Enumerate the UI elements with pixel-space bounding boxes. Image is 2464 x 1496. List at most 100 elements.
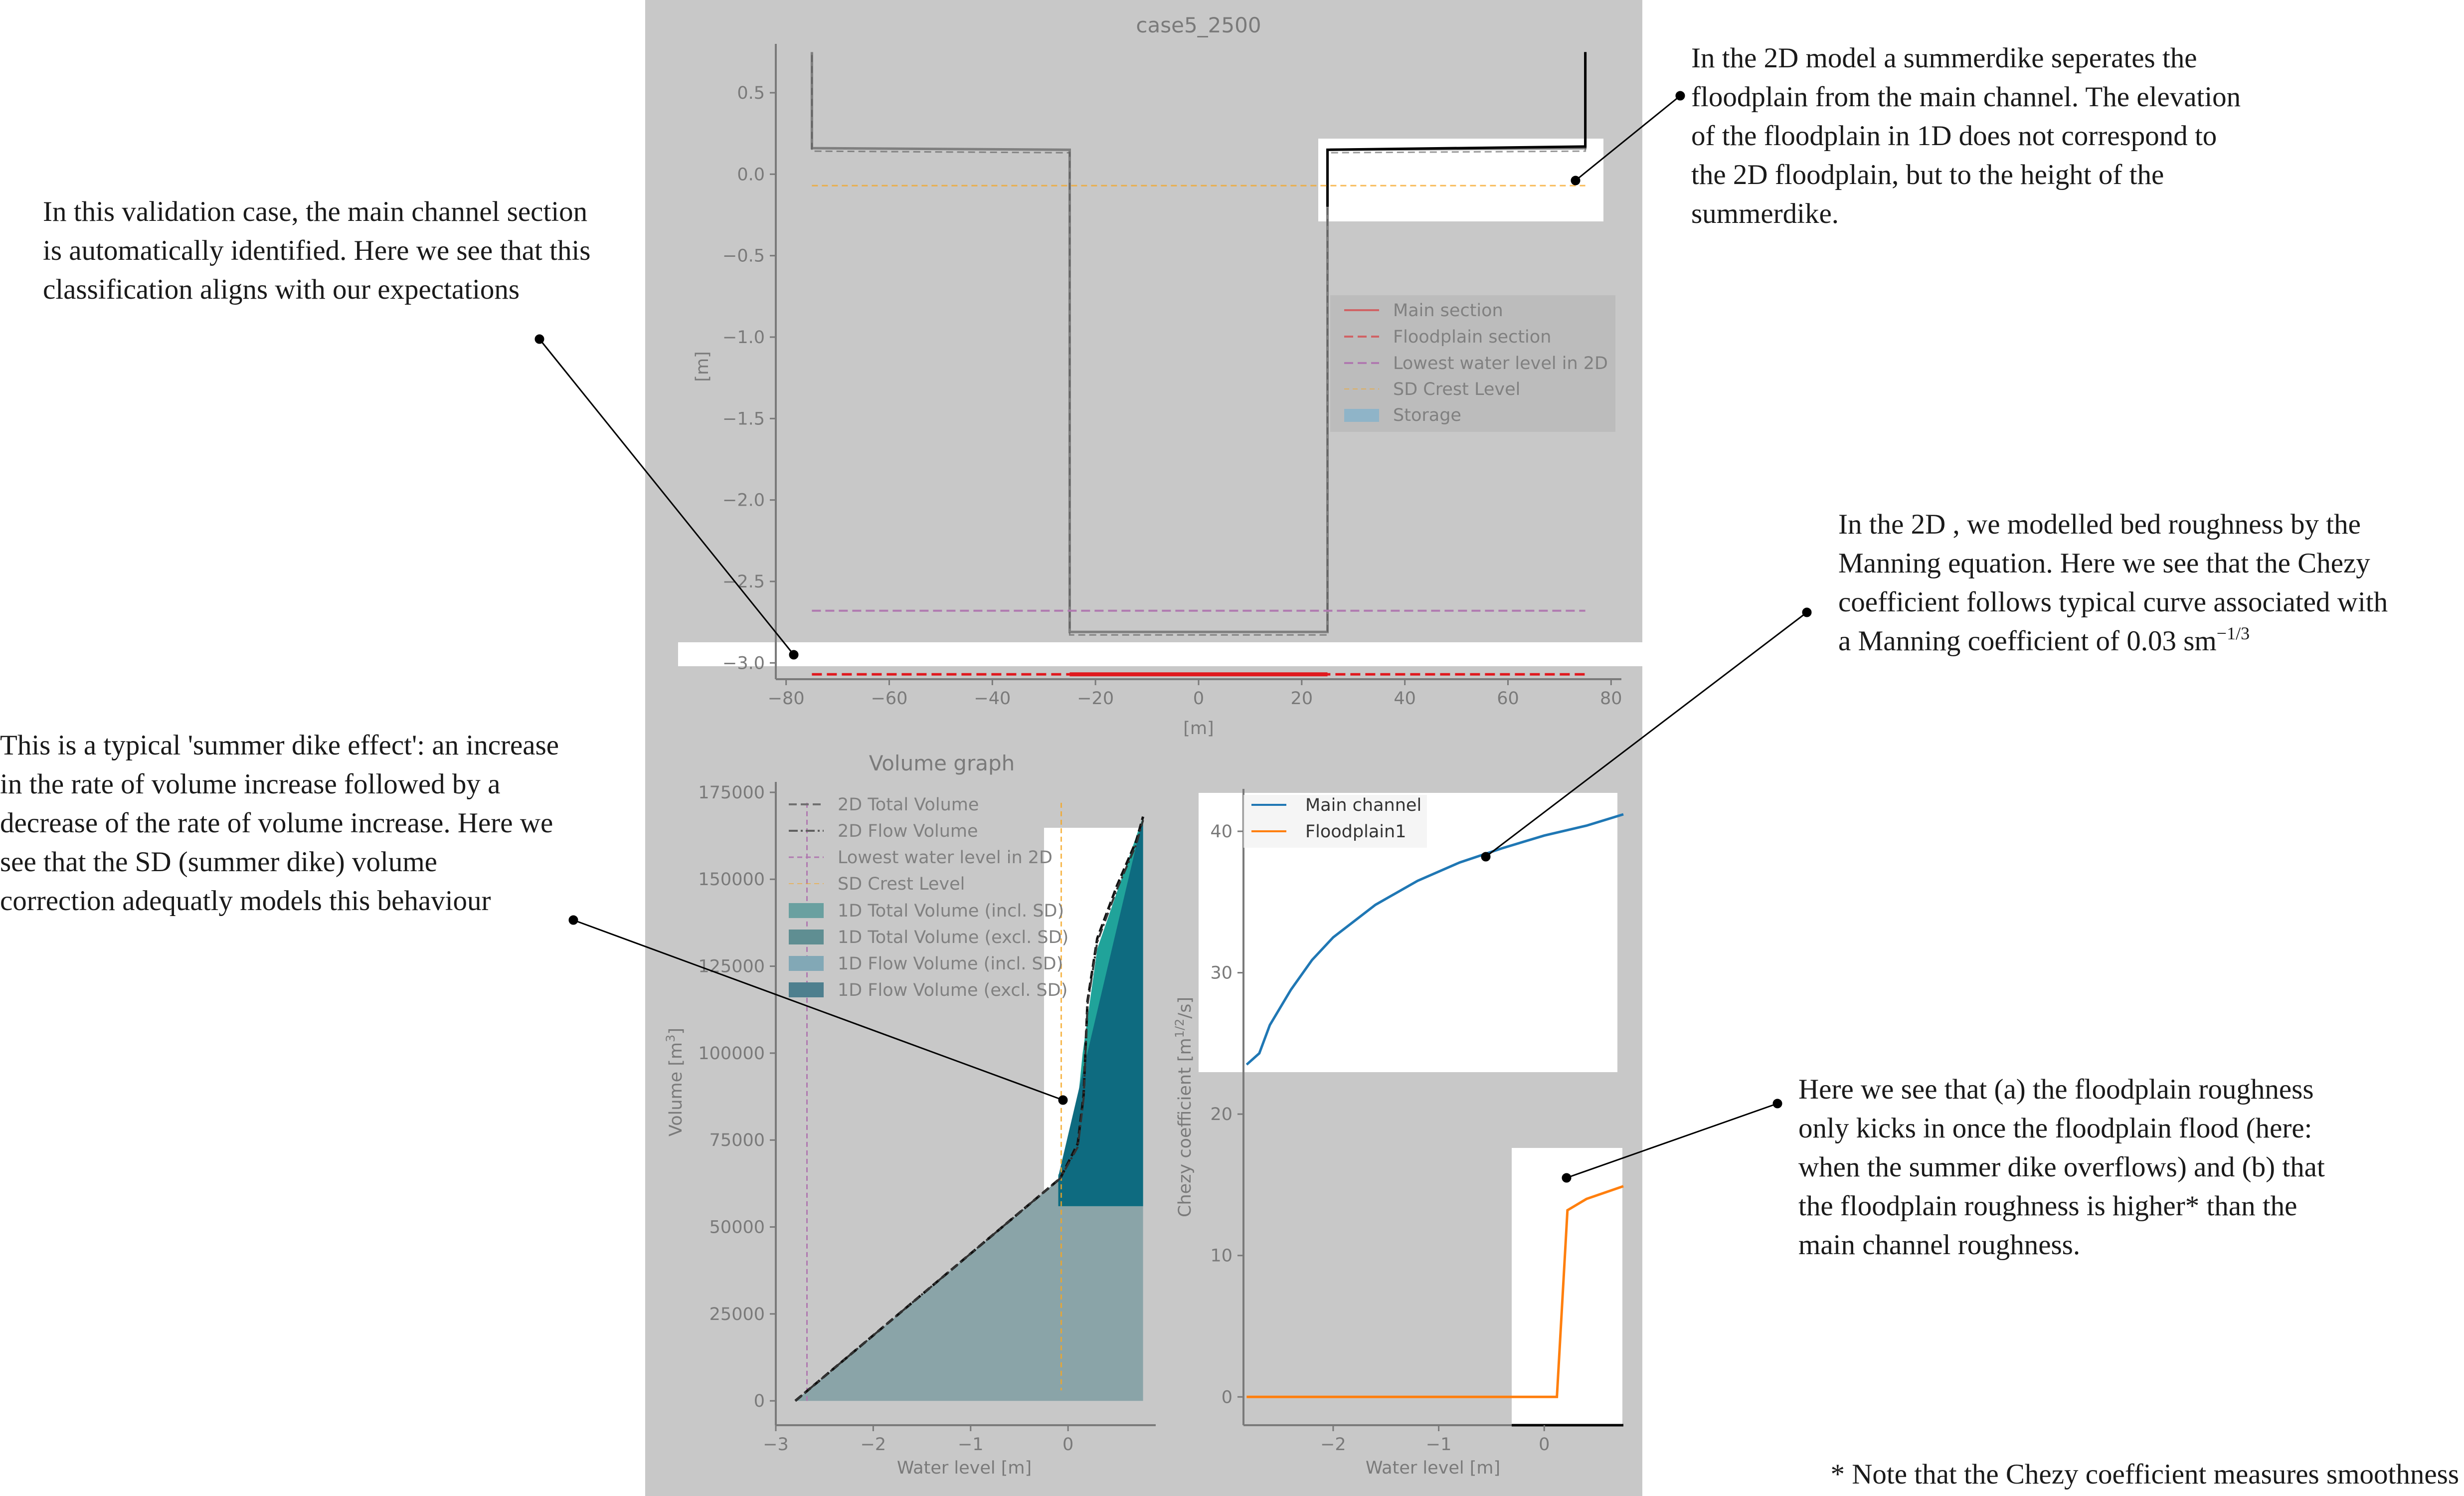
chezy-x-tick-label: −2 [1320,1435,1346,1455]
note-top-right-line-4: the 2D floodplain, but to the height of … [1691,159,2164,190]
chezy-x-tick-label: 0 [1539,1435,1550,1455]
profile-y-tick-label: −0.5 [722,246,765,266]
pointer-mid-right-start-dot [1802,607,1812,617]
profile-bed-line [810,52,1587,633]
profile-chart-axes: −80 −60 −40 −20 0 20 40 60 80−3.0−2.5−2.0−1.5−1.… [722,44,1622,709]
pointer-top-right-end-dot [1571,176,1581,186]
highlight-box-summerdike [1318,139,1603,221]
profile-x-tick-label: 20 [1291,689,1313,709]
chezy-y-label-main: Chezy coefficient [m [1175,1038,1195,1217]
profile-legend-main-section-label: Main section [1393,301,1503,321]
volume-legend-1d-flow-excl-swatch [789,982,824,997]
profile-legend-sd-crest-label: SD Crest Level [1393,379,1520,399]
chezy-y-tick-label: 0 [1222,1387,1232,1407]
volume-x-tick-label: −2 [861,1435,886,1455]
volume-y-tick-label: 75000 [709,1130,765,1150]
footnote: * Note that the Chezy coefficient measur… [1830,1459,2459,1490]
chezy-y-tick-label: 20 [1210,1105,1232,1124]
pointer-top-left-end-dot [789,650,799,660]
pointer-mid-left-start-dot [568,915,578,925]
pointer-bottom-right-line [1566,1103,1778,1179]
highlight-box-floodplain-curve [1512,1148,1622,1425]
note-mid-right-superscript: −1/3 [2217,623,2250,643]
profile-x-tick-label: −40 [974,689,1011,709]
volume-chart-title: Volume graph [869,751,1015,775]
pointer-mid-right-line [1485,611,1807,858]
note-bottom-right-line-4: the floodplain roughness is higher* than… [1798,1190,2297,1222]
volume-x-tick-label: −1 [958,1435,984,1455]
chezy-y-label-suffix: /s] [1175,997,1195,1019]
profile-x-tick-label: 60 [1497,689,1519,709]
pointer-top-right-start-dot [1675,91,1685,101]
volume-y-tick-label: 25000 [709,1305,765,1324]
note-mid-right-line-3: coefficient follows typical curve associ… [1838,586,2388,618]
note-bottom-right-line-1: Here we see that (a) the floodplain roug… [1798,1074,2314,1105]
volume-y-label-superscript: 3 [664,1035,678,1042]
note-mid-left-line-2: in the rate of volume increase followed … [0,768,500,800]
volume-y-axis-label: Volume [m3] [664,1028,686,1136]
volume-chart-marks [794,802,1145,1402]
note-top-right-line-5: summerdike. [1691,198,1839,229]
pointer-top-left-line [538,339,795,655]
annotation-pointers [534,91,1812,1183]
chezy-legend-main-channel-label: Main channel [1305,795,1421,815]
volume-legend-lowest-water-label: Lowest water level in 2D [838,848,1053,868]
note-bottom-right-line-3: when the summer dike overflows) and (b) … [1798,1151,2325,1183]
profile-legend-floodplain-label: Floodplain section [1393,327,1551,347]
chezy-chart-axes: −2 −1 0 0 10 20 30 40 [1210,789,1623,1455]
volume-chart-axes: −3 −2 −1 0 0 25000 50000 75000 100000 125000 15000… [698,782,1156,1455]
chezy-x-tick-label: −1 [1426,1435,1452,1455]
volume-legend-2d-total-label: 2D Total Volume [838,795,979,815]
note-bottom-right-line-2: only kicks in once the floodplain flood … [1798,1113,2312,1144]
note-mid-right-line-4: a Manning coefficient of 0.03 sm [1838,625,2217,657]
volume-legend-1d-total-excl-label: 1D Total Volume (excl. SD) [838,928,1068,947]
highlight-box-main-section [678,642,1642,666]
note-top-left-line-2: is automatically identified. Here we see… [43,235,590,266]
volume-legend: 2D Total Volume 2D Flow Volume Lowest wa… [789,795,1068,1000]
volume-legend-2d-flow-label: 2D Flow Volume [838,821,978,841]
pointer-bottom-right-end-dot [1562,1173,1572,1183]
profile-summerdike-line [1326,52,1587,207]
profile-chart: case5_2500 −80 −60 −40 −20 0 20 40 60 80−3.0−2.5… [693,13,1622,739]
note-top-left-line-3: classification aligns with our expectati… [43,274,520,305]
note-bottom-right-line-5: main channel roughness. [1798,1229,2080,1261]
profile-legend-storage-label: Storage [1393,405,1461,425]
profile-y-axis-label: [m] [693,351,712,381]
profile-y-tick-label: −2.0 [722,491,765,511]
volume-x-axis-label: Water level [m] [897,1458,1032,1478]
volume-legend-1d-total-incl-label: 1D Total Volume (incl. SD) [838,901,1064,921]
volume-legend-1d-total-incl-swatch [789,903,824,918]
volume-y-tick-label: 150000 [698,870,765,890]
note-mid-left-line-5: correction adequatly models this behavio… [0,885,491,917]
volume-x-tick-label: 0 [1062,1435,1073,1455]
note-mid-left-line-4: see that the SD (summer dike) volume [0,846,437,878]
note-mid-right-line-2: Manning equation. Here we see that the C… [1838,548,2370,579]
chezy-legend-floodplain1-label: Floodplain1 [1305,822,1406,842]
volume-legend-sd-crest-label: SD Crest Level [838,874,965,894]
profile-legend: Main section Floodplain section Lowest w… [1330,295,1615,432]
volume-2d-flow-line [794,820,1144,1402]
profile-chart-marks [810,52,1587,677]
chezy-main-channel-line [1245,813,1624,1066]
profile-x-tick-label: −20 [1077,689,1114,709]
note-top-left-line-1: In this validation case, the main channe… [43,196,587,227]
volume-y-tick-label: 50000 [709,1218,765,1238]
volume-1d-flow-area [795,816,1143,1401]
profile-x-tick-label: −60 [871,689,908,709]
volume-legend-1d-total-excl-swatch [789,930,824,944]
profile-y-tick-label: −1.5 [722,409,765,429]
volume-y-label-main: Volume [m [666,1042,686,1136]
chezy-y-tick-label: 40 [1210,822,1232,842]
note-top-left: In this validation case, the main channe… [43,196,598,305]
pointer-mid-left-end-dot [1058,1095,1068,1105]
chezy-chart: −2 −1 0 0 10 20 30 40 Water level [m] Chezy coe… [1173,789,1624,1478]
volume-x-tick-label: −3 [763,1435,789,1455]
volume-y-label-suffix: ] [666,1028,686,1035]
chezy-legend-box [1243,795,1427,848]
chezy-y-tick-label: 30 [1210,963,1232,983]
profile-legend-lowest-water-label: Lowest water level in 2D [1393,354,1608,374]
note-mid-right-line-1: In the 2D , we modelled bed roughness by… [1838,509,2361,540]
chezy-y-label-superscript: 1/2 [1173,1019,1187,1038]
note-mid-left-line-3: decrease of the rate of volume increase.… [0,807,553,839]
